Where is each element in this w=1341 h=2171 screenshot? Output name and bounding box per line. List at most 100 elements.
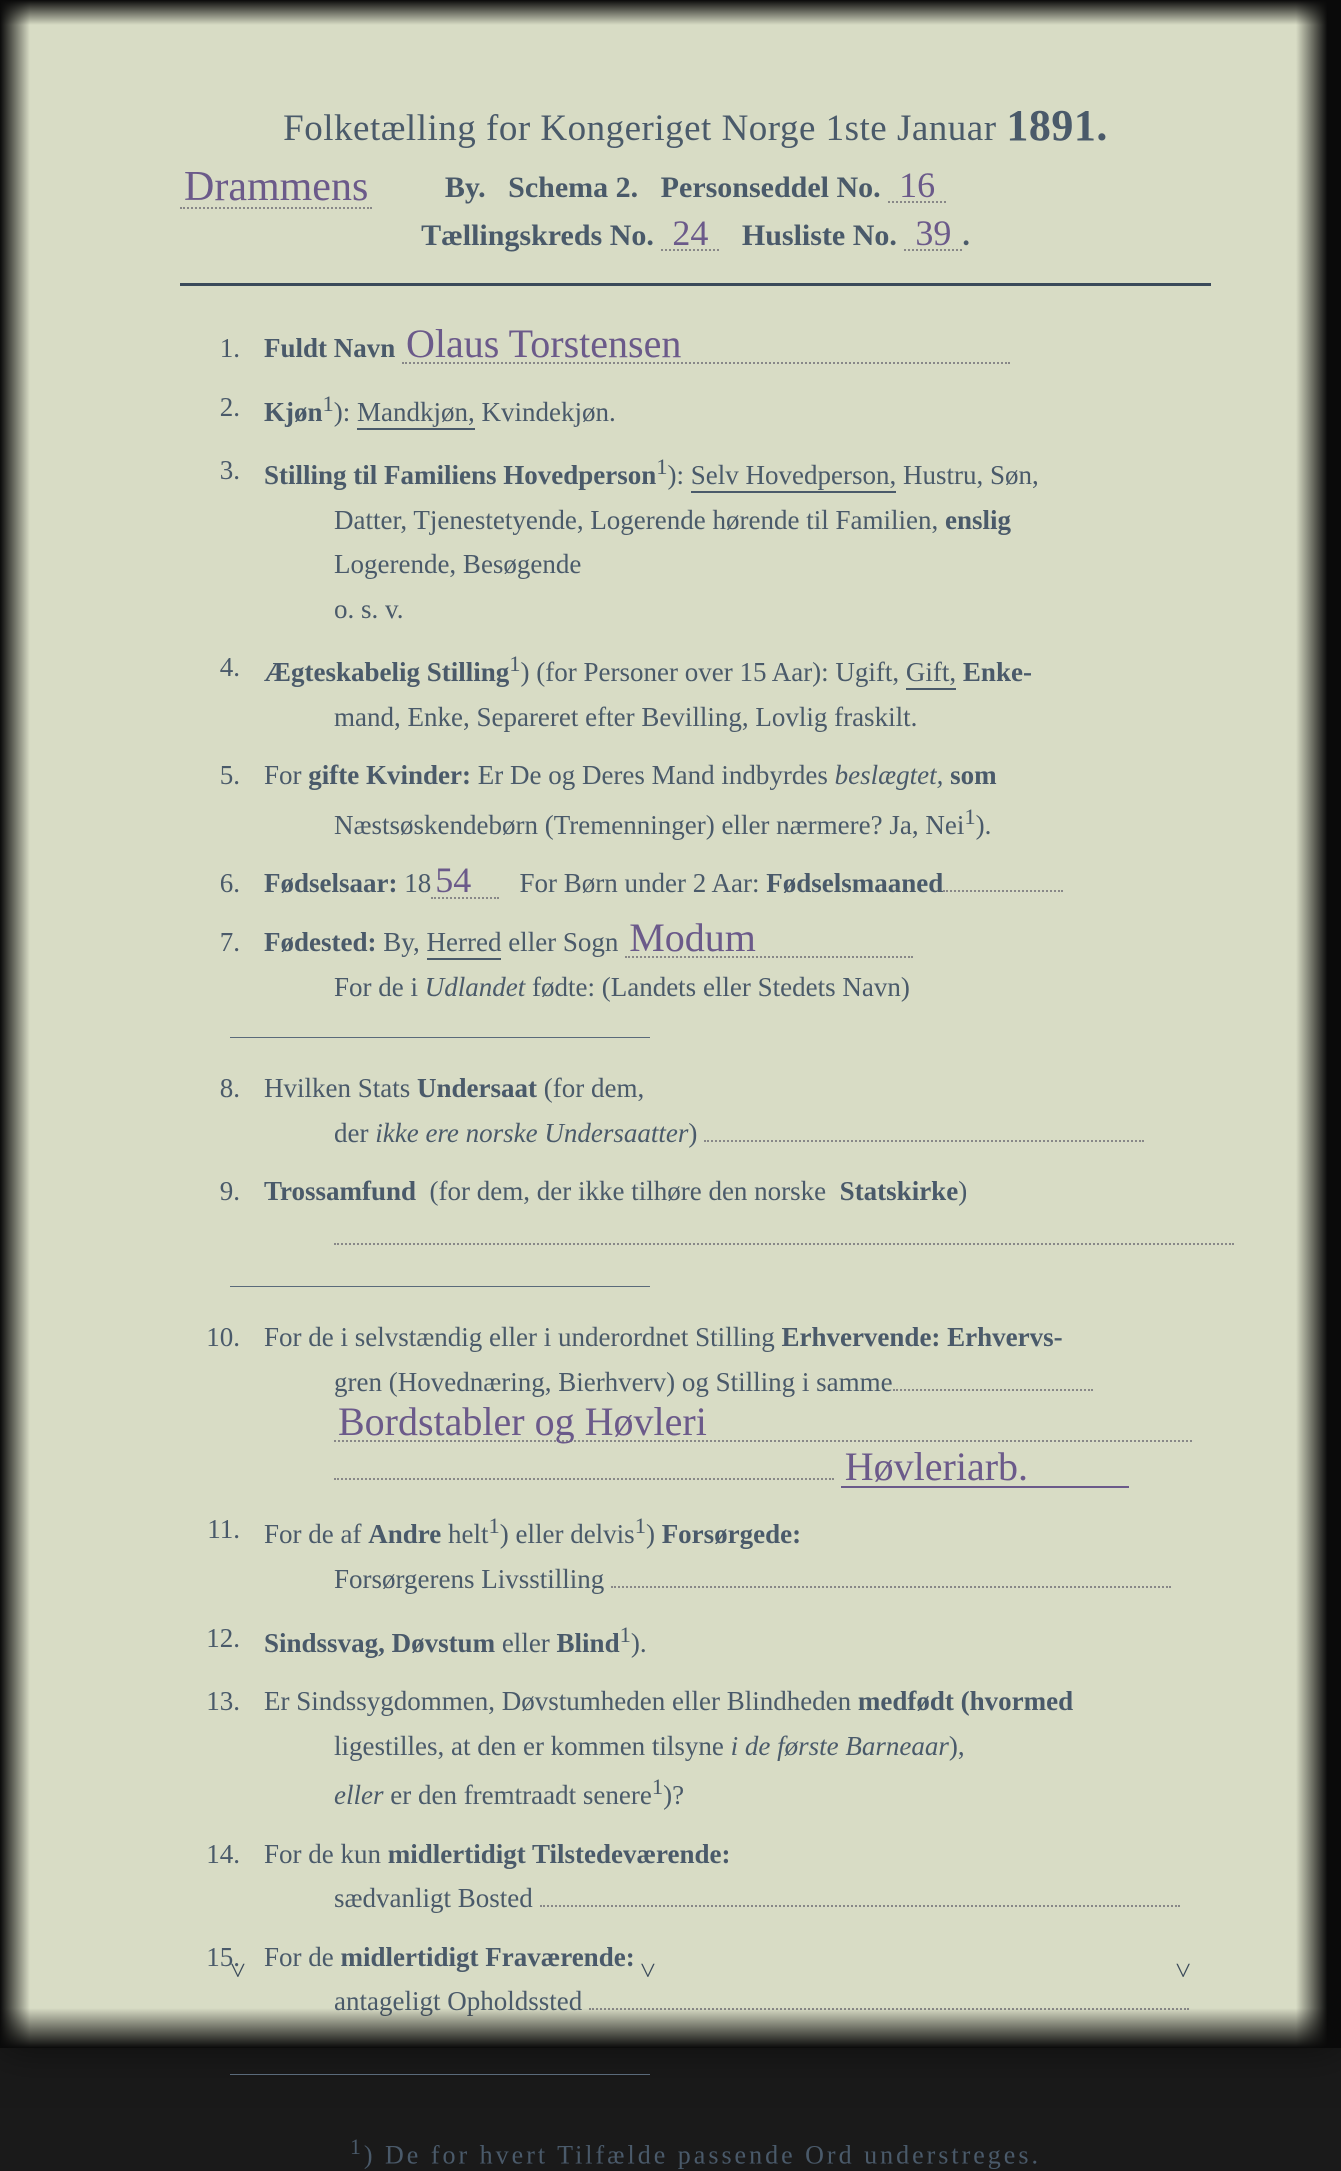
q4-line2: mand, Enke, Separeret efter Bevilling, L… xyxy=(264,702,917,732)
q5-prefix: For xyxy=(264,760,302,790)
q3-line4: o. s. v. xyxy=(264,594,404,624)
q-content: For de af Andre helt1) eller delvis1) Fo… xyxy=(264,1507,1211,1601)
personseddel-label: Personseddel No. xyxy=(661,171,881,204)
blank-line xyxy=(334,1478,834,1480)
footnote-sup: 1 xyxy=(350,2135,364,2159)
blank-line xyxy=(334,1243,1234,1245)
title-text: Folketælling for Kongeriget Norge 1ste J… xyxy=(283,108,996,149)
section-divider xyxy=(230,1037,650,1038)
scan-edge xyxy=(0,0,30,2048)
q6-year: 54 xyxy=(431,864,499,898)
q8-bold: Undersaat xyxy=(417,1073,537,1103)
footer-divider xyxy=(230,2074,650,2075)
q11-text1: For de af xyxy=(264,1519,361,1549)
q12-bold2: Blind xyxy=(557,1628,620,1658)
q13-text1: Er Sindssygdommen, Døvstumheden eller Bl… xyxy=(264,1686,851,1716)
q1-value: Olaus Torstensen xyxy=(402,326,1010,364)
header-divider xyxy=(180,283,1211,286)
q7-line2: For de i Udlandet fødte: (Landets eller … xyxy=(264,972,910,1002)
q-content: Fuldt Navn Olaus Torstensen xyxy=(264,326,1211,371)
q-num: 9. xyxy=(180,1169,264,1258)
q-num: 10. xyxy=(180,1315,264,1493)
question-3: 3. Stilling til Familiens Hovedperson1):… xyxy=(180,448,1211,631)
question-5: 5. For gifte Kvinder: Er De og Deres Man… xyxy=(180,753,1211,847)
q2-opt2: Kvindekjøn. xyxy=(482,397,616,427)
q8-text2: (for dem, xyxy=(544,1073,644,1103)
question-12: 12. Sindssvag, Døvstum eller Blind1). xyxy=(180,1616,1211,1666)
q7-underlined: Herred xyxy=(427,927,502,960)
q6-prefix: 18 xyxy=(404,868,431,898)
question-6: 6. Fødselsaar: 1854 For Børn under 2 Aar… xyxy=(180,861,1211,906)
husliste-label: Husliste No. xyxy=(742,219,897,252)
q-num: 6. xyxy=(180,861,264,906)
city-handwritten: Drammens xyxy=(180,169,372,209)
q11-bold1: Andre xyxy=(368,1519,441,1549)
question-11: 11. For de af Andre helt1) eller delvis1… xyxy=(180,1507,1211,1601)
blank-line xyxy=(611,1586,1171,1588)
q10-bold: Erhvervende: Erhvervs- xyxy=(781,1322,1062,1352)
q-num: 4. xyxy=(180,645,264,739)
blank-line xyxy=(943,890,1063,892)
q11-bold2: Forsørgede: xyxy=(662,1519,801,1549)
q3-paren: ): xyxy=(668,460,685,490)
q-num: 14. xyxy=(180,1832,264,1921)
q14-bold: midlertidigt Tilstedeværende: xyxy=(388,1839,731,1869)
q9-text: (for dem, der ikke tilhøre den norske xyxy=(430,1176,827,1206)
personseddel-no: 16 xyxy=(888,169,946,203)
q11-line2: Forsørgerens Livsstilling xyxy=(264,1564,604,1594)
q3-rest: Hustru, Søn, xyxy=(903,460,1039,490)
q12-text: eller xyxy=(502,1628,550,1658)
question-1: 1. Fuldt Navn Olaus Torstensen xyxy=(180,326,1211,371)
q5-bold1: gifte Kvinder: xyxy=(308,760,471,790)
census-form-page: Folketælling for Kongeriget Norge 1ste J… xyxy=(0,0,1341,2048)
q-content: Fødested: By, Herred eller Sogn Modum Fo… xyxy=(264,920,1211,1009)
q8-line2: der ikke ere norske Undersaatter) xyxy=(264,1118,1144,1148)
q10-text1: For de i selvstændig eller i underordnet… xyxy=(264,1322,775,1352)
taellingskreds-no: 24 xyxy=(661,217,719,251)
q-num: 3. xyxy=(180,448,264,631)
question-13: 13. Er Sindssygdommen, Døvstumheden elle… xyxy=(180,1679,1211,1818)
question-14: 14. For de kun midlertidigt Tilstedevære… xyxy=(180,1832,1211,1921)
taellingskreds-label: Tællingskreds No. xyxy=(421,219,654,252)
q15-bold: midlertidigt Fraværende: xyxy=(341,1942,635,1972)
q3-selected: Selv Hovedperson, xyxy=(691,460,896,493)
q-num: 1. xyxy=(180,326,264,371)
by-label: By. xyxy=(445,171,486,204)
q3-label: Stilling til Familiens Hovedperson xyxy=(264,460,656,490)
footnote-ref: 1 xyxy=(656,454,667,479)
q13-bold: medfødt (hvormed xyxy=(858,1686,1073,1716)
q8-text1: Hvilken Stats xyxy=(264,1073,410,1103)
q-content: Ægteskabelig Stilling1) (for Personer ov… xyxy=(264,645,1211,739)
schema-label: Schema 2. xyxy=(508,171,638,204)
q9-label: Trossamfund xyxy=(264,1176,416,1206)
q7-label: Fødested: xyxy=(264,927,376,957)
q-num: 7. xyxy=(180,920,264,1009)
q4-rest: Enke- xyxy=(963,657,1032,687)
husliste-no: 39 xyxy=(904,217,962,251)
blank-line xyxy=(540,1905,1180,1907)
q5-bold2: som xyxy=(950,760,997,790)
subheading-1: Drammens By. Schema 2. Personseddel No. … xyxy=(180,169,1211,205)
scan-edge xyxy=(0,0,1341,25)
scan-edge xyxy=(1296,0,1341,2048)
q3-line3: Logerende, Besøgende xyxy=(264,549,581,579)
q-content: Hvilken Stats Undersaat (for dem, der ik… xyxy=(264,1066,1211,1155)
q2-selected: Mandkjøn, xyxy=(357,397,475,430)
question-10: 10. For de i selvstændig eller i underor… xyxy=(180,1315,1211,1493)
q4-selected: Gift, xyxy=(906,657,956,690)
q-num: 5. xyxy=(180,753,264,847)
q4-label: Ægteskabelig Stilling xyxy=(264,657,509,687)
q10-value1: Bordstabler og Høvleri xyxy=(334,1404,1192,1442)
q11-text2: helt xyxy=(448,1519,489,1549)
question-9: 9. Trossamfund (for dem, der ikke tilhør… xyxy=(180,1169,1211,1258)
question-2: 2. Kjøn1): Mandkjøn, Kvindekjøn. xyxy=(180,385,1211,435)
q-content: Kjøn1): Mandkjøn, Kvindekjøn. xyxy=(264,385,1211,435)
footnote-text: ) De for hvert Tilfælde passende Ord und… xyxy=(364,2141,1041,2170)
q-num: 12. xyxy=(180,1616,264,1666)
q-content: Sindssvag, Døvstum eller Blind1). xyxy=(264,1616,1211,1666)
q9-end: ) xyxy=(958,1176,967,1206)
q4-text: ) (for Personer over 15 Aar): Ugift, xyxy=(521,657,900,687)
page-mark: ˅ xyxy=(640,1956,656,1988)
q9-bold2: Statskirke xyxy=(840,1176,959,1206)
title-year: 1891. xyxy=(1006,101,1108,150)
